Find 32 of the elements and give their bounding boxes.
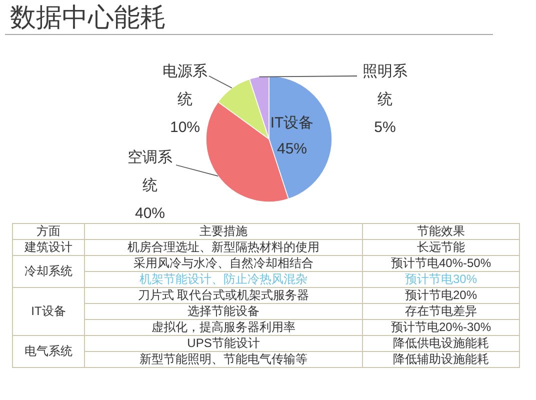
text: 预计节电20%-30%: [362, 320, 520, 336]
text: 预计节电40%-50%: [362, 256, 520, 272]
chart-title: 数据中心能耗: [10, 2, 166, 32]
slice-label: 空调系统: [128, 148, 172, 194]
text: 预计节电20%: [362, 288, 520, 304]
slice-label: 照明系统: [362, 62, 408, 108]
text: 新型节能照明、节能电气传输等: [84, 352, 362, 368]
text: 建筑设计: [12, 240, 84, 256]
text: 电气系统: [12, 336, 84, 368]
text: 主要措施: [84, 224, 362, 240]
text: UPS节能设计: [84, 336, 362, 352]
text: 刀片式 取代台式或机架式服务器: [84, 288, 362, 304]
text: 存在节电差异: [362, 304, 520, 320]
data-label: 40%: [134, 204, 166, 222]
text: 采用风冷与水冷、自然冷却相结合: [84, 256, 362, 272]
text: 降低供电设施能耗: [362, 336, 520, 352]
data-label: 5%: [374, 118, 396, 136]
slice-label: IT设备: [270, 114, 314, 131]
text: 机架节能设计、防止冷热风混杂: [84, 272, 362, 288]
text: 方面: [12, 224, 84, 240]
data-label: 10%: [170, 118, 200, 136]
text: 长远节能: [362, 240, 520, 256]
text: 冷却系统: [12, 256, 84, 288]
text: 虚拟化，提高服务器利用率: [84, 320, 362, 336]
slice-label: 电源系统: [162, 62, 208, 108]
data-label: 45%: [277, 140, 308, 157]
text: 选择节能设备: [84, 304, 362, 320]
text: 预计节电30%: [362, 272, 520, 288]
text: 降低辅助设施能耗: [362, 352, 520, 368]
text: IT设备: [12, 288, 84, 336]
text: 机房合理选址、新型隔热材料的使用: [84, 240, 362, 256]
text: 节能效果: [362, 224, 520, 240]
